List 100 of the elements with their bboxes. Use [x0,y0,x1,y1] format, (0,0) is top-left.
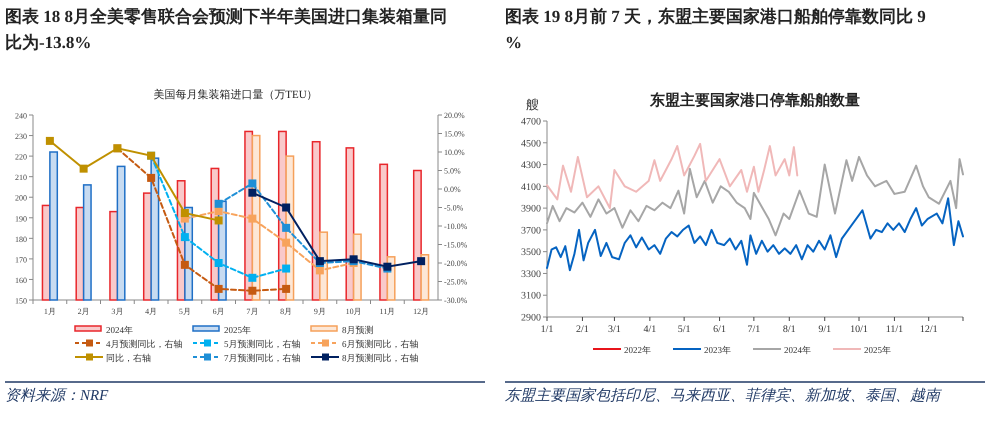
x-tick-label: 11月 [380,307,396,316]
chart-subtitle: 美国每月集装箱进口量（万TEU） [153,88,318,101]
x-tick-label: 12月 [413,307,430,316]
legend-label: 2025年 [224,325,251,335]
point [180,233,189,242]
x-tick-label: 7/1 [747,324,760,335]
legend-label: 同比，右轴 [106,353,151,363]
y-tick-label: 2900 [521,312,541,324]
point [248,286,256,295]
y-tick-label: 3500 [521,247,541,258]
point [248,274,256,282]
legend-label: 2024年 [784,345,811,355]
y-tick-label: 240 [15,112,27,120]
x-tick-label: 5/1 [678,324,691,335]
point [282,224,290,232]
y-tick-label: 180 [15,234,27,244]
x-tick-label: 8/1 [782,324,796,335]
line-series [546,197,964,272]
y-tick-label: 4300 [521,160,541,172]
y-tick-label: 220 [15,152,27,162]
point [248,179,256,188]
legend-label: 2023年 [704,345,731,355]
y-tick-label: 160 [15,276,27,285]
legend-label: 2022年 [624,345,651,355]
x-tick-label: 11/1 [886,324,904,335]
y-tick-label: 3700 [521,225,541,236]
legend-label: 8月预测 [342,325,374,335]
legend-label: 7月预测同比，右轴 [224,353,300,363]
y-tick-label: 3900 [521,204,541,215]
chart-subtitle: 东盟主要国家港口停靠船舶数量 [649,91,860,109]
y-tick-label: 170 [15,255,27,264]
legend-label: 4月预测同比，右轴 [106,339,182,349]
point [248,188,256,197]
x-tick-label: 1月 [44,307,56,316]
x-tick-label: 4/1 [643,324,656,335]
x-tick-label: 2/1 [576,324,589,335]
point [316,266,324,274]
point [180,260,189,269]
y-tick-label: 3300 [521,268,541,280]
x-tick-label: 12/1 [920,324,938,335]
x-tick-label: 10月 [346,307,362,316]
point [417,257,426,266]
line-series [546,156,964,236]
legend-label: 2024年 [106,325,133,335]
y-tick-label: 4700 [521,116,541,128]
y-tick-label: 4100 [521,182,541,193]
y2-tick-label: -10.0% [444,222,468,231]
point [214,200,223,208]
x-tick-label: 10/1 [850,324,868,335]
chart-title: 图表 19 8月前 7 天，东盟主要国家港口船舶停靠数同比 9% [505,7,926,52]
x-tick-label: 9月 [314,307,326,316]
point [214,259,223,267]
x-tick-label: 7月 [246,307,258,316]
point [214,216,223,224]
point [147,174,156,182]
y2-tick-label: 0.0% [444,185,461,194]
legend-label: 5月预测同比，右轴 [224,339,300,349]
text: 资料来源：NRF [5,387,110,404]
point [180,209,189,218]
y2-tick-label: -20.0% [444,259,468,268]
y-axis-title: 艘 [526,97,539,112]
y-tick-label: 190 [15,214,27,224]
x-tick-label: 3/1 [608,324,621,335]
x-tick-label: 5月 [178,307,191,316]
point [248,214,256,223]
y2-tick-label: 5.0% [444,166,461,176]
point [46,136,54,145]
point [282,204,290,212]
x-tick-label: 4月 [145,307,158,316]
x-tick-label: 9/1 [818,324,832,335]
legend-label: 2025年 [864,345,891,355]
point [282,284,290,293]
y2-tick-label: 20.0% [444,111,465,120]
point [282,238,290,247]
x-tick-label: 6月 [212,307,225,316]
x-tick-label: 6/1 [713,324,726,335]
point [80,164,88,173]
x-tick-label: 2月 [78,307,90,316]
line-series [546,142,798,210]
point [214,284,223,293]
y2-tick-label: -15.0% [444,240,468,250]
y2-tick-label: 15.0% [444,130,465,138]
text: 东盟主要国家包括印尼、马来西亚、菲律宾、新加坡、泰国、越南 [505,387,942,404]
y-tick-label: 3100 [521,290,541,302]
y-tick-label: 210 [15,173,27,182]
x-tick-label: 1/1 [540,324,554,335]
x-tick-label: 8月 [280,307,292,316]
y2-tick-label: -5.0% [444,204,464,212]
y-tick-label: 150 [15,296,27,306]
y2-tick-label: 10.0% [444,148,465,157]
point [282,264,290,273]
legend-label: 6月预测同比，右轴 [342,339,418,349]
y2-tick-label: -25.0% [444,278,468,286]
legend-label: 8月预测同比，右轴 [342,353,418,363]
chart-title: 图表 18 8月全美零售联合会预测下半年美国进口集装箱量同比为-13.8% [5,7,447,52]
y-tick-label: 200 [15,194,27,203]
x-tick-label: 3月 [111,307,124,316]
y2-tick-label: -30.0% [444,296,468,305]
y-tick-label: 4500 [521,138,541,150]
y-tick-label: 230 [15,132,27,142]
